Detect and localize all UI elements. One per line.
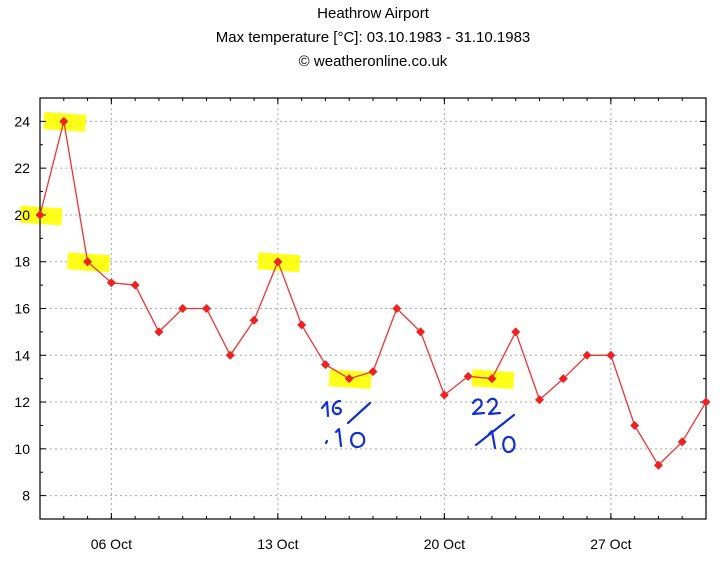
data-point — [487, 374, 497, 384]
y-tick-label: 20 — [14, 207, 30, 223]
data-point — [344, 374, 354, 384]
annotation-22-10-stroke — [471, 398, 486, 416]
data-point — [59, 116, 69, 126]
axis-ticks: 8 10 12 14 16 18 20 22 24 06 Oct 13 Oct 20 Oct 27 Oc… — [14, 97, 707, 552]
series-line — [39, 121, 707, 467]
x-tick-label: 06 Oct — [91, 536, 132, 552]
data-point — [416, 327, 426, 337]
data-point — [320, 360, 330, 370]
y-tick-label: 12 — [14, 394, 30, 410]
data-point — [225, 350, 235, 360]
y-tick-label: 14 — [14, 347, 30, 363]
data-point — [606, 350, 616, 360]
y-tick-label: 16 — [14, 301, 30, 317]
series-temperature — [35, 116, 711, 470]
data-point — [535, 395, 544, 405]
data-point — [582, 350, 592, 360]
data-point — [297, 320, 307, 330]
data-point — [511, 327, 521, 337]
annotation-16-10-stroke — [331, 399, 342, 416]
annotation-16-10-stroke — [320, 400, 330, 418]
chart-title: Heathrow Airport — [317, 5, 429, 22]
data-point — [35, 210, 45, 220]
data-point — [677, 437, 687, 447]
x-tick-label: 20 Oct — [424, 536, 465, 552]
highlight-marks — [19, 112, 515, 390]
y-tick-label: 22 — [14, 160, 30, 176]
annotation-16-10-stroke — [346, 401, 372, 425]
annotation-16-10-stroke — [350, 431, 366, 449]
y-tick-label: 18 — [14, 254, 30, 270]
y-tick-label: 8 — [22, 488, 30, 504]
annotation-22-10-stroke — [486, 397, 502, 416]
annotation-16-10-stroke — [334, 427, 343, 448]
annotation-22-10-stroke — [487, 429, 497, 450]
data-point — [558, 374, 568, 384]
data-point — [630, 420, 640, 430]
data-point — [202, 304, 211, 313]
chart-header: Heathrow Airport Max temperature [°C]: 0… — [0, 2, 720, 74]
chart-copyright: © weatheronline.co.uk — [298, 53, 448, 70]
y-tick-label: 24 — [14, 113, 30, 129]
grid-lines — [40, 98, 706, 519]
data-point — [463, 371, 473, 381]
data-point — [83, 257, 93, 267]
x-tick-label: 27 Oct — [590, 536, 631, 552]
data-point — [154, 327, 164, 337]
data-point — [106, 278, 116, 288]
x-tick-label: 13 Oct — [257, 536, 298, 552]
y-tick-label: 10 — [14, 441, 30, 457]
annotation-22-10-stroke — [474, 413, 516, 447]
handwritten-annotations — [320, 397, 516, 454]
data-point — [249, 315, 259, 325]
annotation-16-10-stroke — [324, 439, 329, 445]
data-point — [701, 397, 711, 407]
annotation-22-10-stroke — [502, 435, 516, 454]
data-point — [392, 304, 402, 313]
chart-subtitle: Max temperature [°C]: 03.10.1983 - 31.10… — [215, 29, 531, 46]
data-point — [368, 367, 378, 377]
data-point — [439, 390, 449, 400]
data-point — [130, 280, 140, 290]
data-point — [653, 460, 663, 470]
data-point — [273, 257, 283, 267]
data-point — [178, 304, 188, 313]
